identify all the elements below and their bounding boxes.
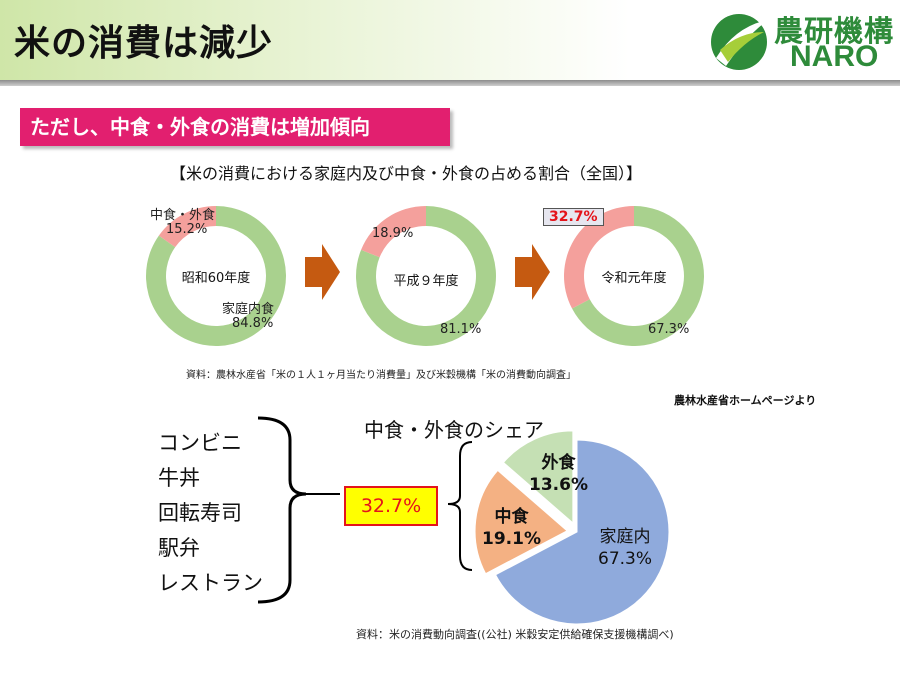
pie-gaishoku-label: 外食 13.6%	[529, 452, 588, 496]
donut-slice-home	[572, 206, 704, 346]
donut2-center-label: 平成９年度	[393, 274, 459, 289]
pie-nakashoku-value: 19.1%	[482, 529, 541, 549]
pie-gaishoku-category: 外食	[541, 453, 576, 473]
rice-leaf-icon	[711, 14, 768, 70]
pie-slice-nakashoku	[474, 469, 568, 575]
donut1-outer-value: 15.2%	[166, 222, 208, 237]
logo-text-en: NARO	[790, 40, 879, 73]
donut-slice-outside	[361, 206, 426, 258]
donut3-highlight-value: 32.7%	[543, 208, 604, 226]
source-note-2: 資料：米の消費動向調査((公社) 米穀安定供給確保支援機構調べ)	[356, 628, 674, 641]
store-item: 牛丼	[158, 466, 200, 490]
left-brace	[257, 416, 307, 604]
donut2-home-value: 81.1%	[440, 322, 482, 337]
pie-home-category: 家庭内	[599, 527, 651, 547]
pie-home-label: 家庭内 67.3%	[598, 526, 652, 570]
donut1-home-value: 84.8%	[232, 316, 274, 331]
pie-nakashoku-category: 中食	[494, 507, 529, 527]
donut1-outer-label: 中食・外食	[150, 208, 216, 223]
arrow-icon	[515, 244, 550, 300]
donut-slice-outside	[158, 206, 216, 248]
donut3-home-value: 67.3%	[648, 322, 690, 337]
subtitle-banner: ただし、中食・外食の消費は増加傾向	[20, 108, 450, 146]
donut1-center-label: 昭和60年度	[181, 271, 251, 286]
donut3-center-label: 令和元年度	[601, 271, 667, 286]
chart-title: 【米の消費における家庭内及び中食・外食の占める割合（全国）】	[170, 164, 643, 183]
donut1-home-label: 家庭内食	[222, 302, 275, 317]
site-note: 農林水産省ホームページより	[674, 394, 817, 407]
store-item: 駅弁	[158, 536, 200, 560]
logo-text-jp: 農研機構	[774, 14, 895, 48]
donut-slice-outside	[564, 206, 634, 309]
right-brace	[447, 441, 473, 571]
pie-slice-home	[494, 439, 670, 625]
arrow-icon	[305, 244, 340, 300]
naro-logo: 農研機構 NARO	[706, 6, 896, 76]
share-chart-title: 中食・外食のシェア	[364, 418, 544, 442]
page-title: 米の消費は減少	[14, 23, 274, 64]
pie-nakashoku-label: 中食 19.1%	[482, 506, 541, 550]
store-list: コンビニ 牛丼 回転寿司 駅弁 レストラン	[158, 426, 263, 601]
donut2-outer-value: 18.9%	[372, 226, 414, 241]
pie-gaishoku-value: 13.6%	[529, 475, 588, 495]
store-item: コンビニ	[158, 431, 242, 455]
pie-home-value: 67.3%	[598, 549, 653, 569]
header-divider	[0, 80, 900, 86]
source-note-1: 資料：農林水産省「米の１人１ヶ月当たり消費量」及び米穀機構「米の消費動向調査」	[186, 370, 576, 381]
share-total-box: 32.7%	[344, 486, 438, 526]
store-item: レストラン	[158, 571, 263, 595]
store-item: 回転寿司	[158, 501, 242, 525]
pie-slice-gaishoku	[502, 430, 574, 524]
